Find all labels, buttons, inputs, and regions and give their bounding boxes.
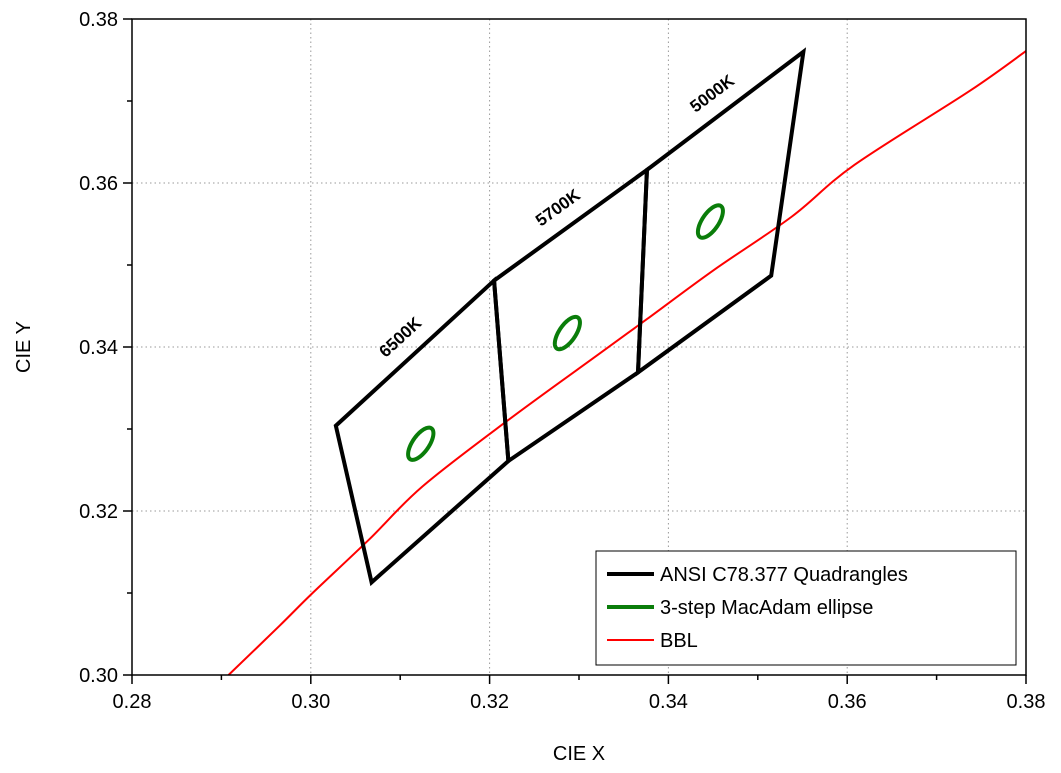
legend: ANSI C78.377 Quadrangles 3-step MacAdam … <box>595 550 1017 666</box>
x-axis-title: CIE X <box>553 743 605 765</box>
y-tick-label: 0.38 <box>79 9 118 31</box>
legend-label-ellipse: 3-step MacAdam ellipse <box>660 597 873 619</box>
legend-label-bbl: BBL <box>660 630 698 652</box>
cct-label: 5000K <box>686 71 738 117</box>
ellipse-series <box>406 203 725 462</box>
legend-label-quadrangles: ANSI C78.377 Quadrangles <box>660 564 908 586</box>
cct-labels: 6500K 5700K 5000K <box>376 71 739 362</box>
cct-label: 6500K <box>376 313 426 361</box>
grid <box>132 19 1026 675</box>
legend-box <box>595 550 1017 666</box>
macadam-ellipse <box>695 203 725 240</box>
y-tick-label: 0.34 <box>79 337 118 359</box>
axis-ticks: 0.28 0.30 0.32 0.34 0.36 0.38 0.30 0.32 0.34 0.36… <box>79 9 1045 713</box>
y-tick-label: 0.32 <box>79 501 118 523</box>
x-tick-label: 0.36 <box>828 691 867 713</box>
x-tick-label: 0.32 <box>470 691 509 713</box>
y-tick-label: 0.30 <box>79 665 118 687</box>
macadam-ellipse <box>406 425 436 462</box>
x-tick-label: 0.30 <box>291 691 330 713</box>
x-tick-label: 0.38 <box>1007 691 1046 713</box>
quadrangle-series <box>333 47 807 587</box>
y-axis-title: CIE Y <box>13 321 35 373</box>
y-tick-label: 0.36 <box>79 173 118 195</box>
x-tick-label: 0.34 <box>649 691 688 713</box>
quadrangle-5700K <box>491 165 650 465</box>
cct-label: 5700K <box>532 185 584 230</box>
macadam-ellipse <box>552 314 582 352</box>
quadrangle-5000K <box>635 47 807 377</box>
x-tick-label: 0.28 <box>113 691 152 713</box>
bbl-series <box>227 49 1026 675</box>
bbl-curve <box>227 49 1026 675</box>
